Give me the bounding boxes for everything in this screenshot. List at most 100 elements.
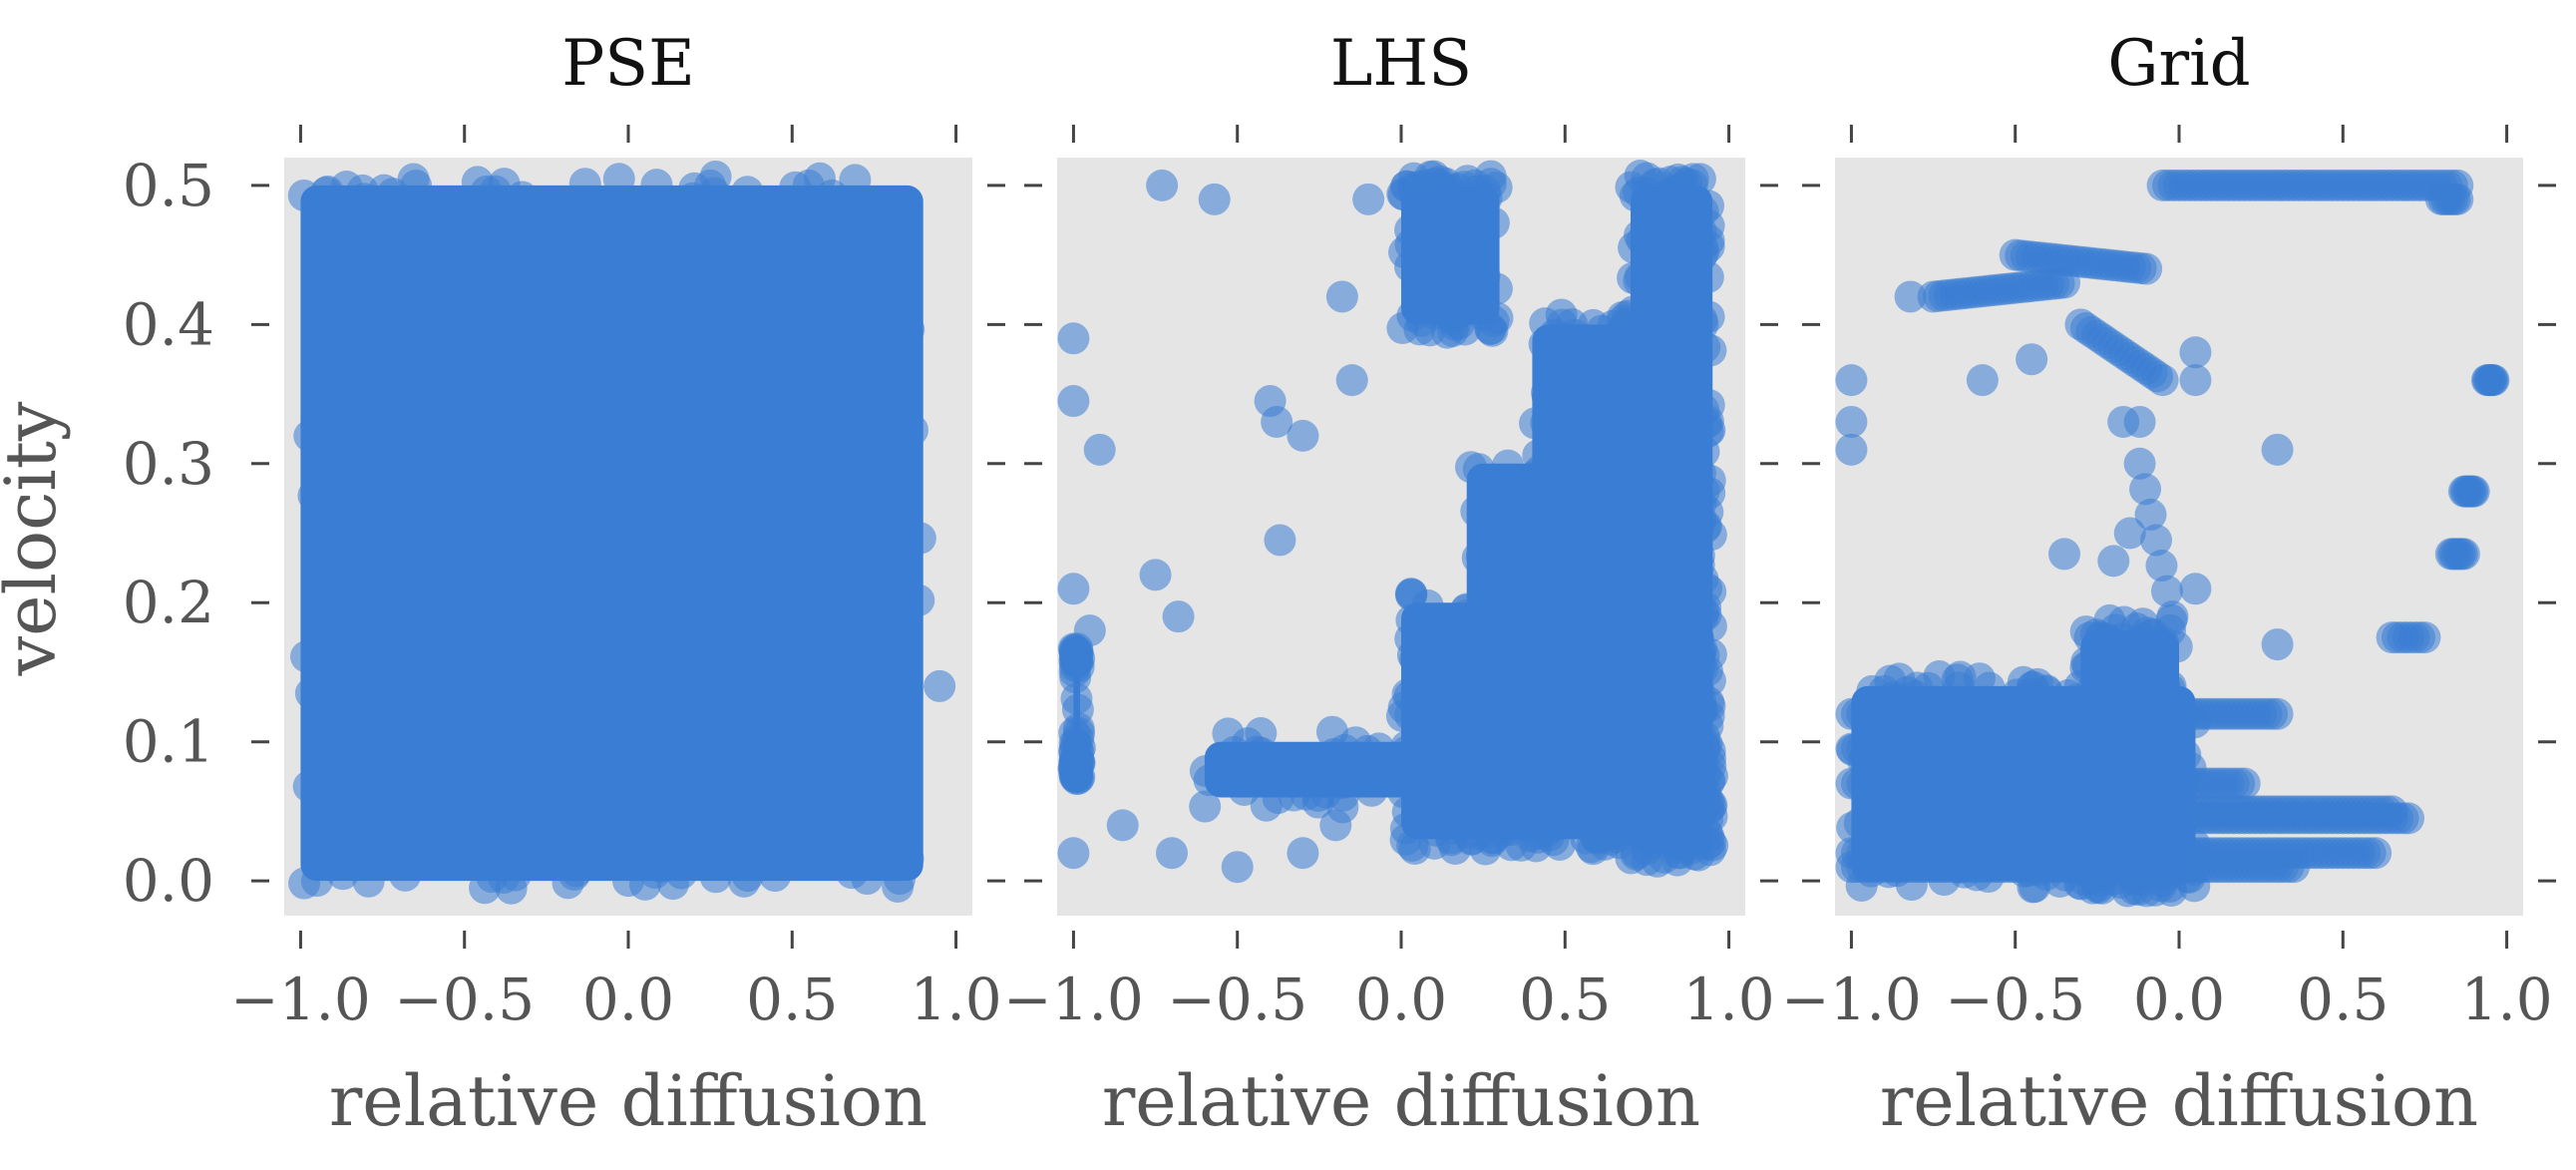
cluster-point — [1567, 545, 1600, 578]
y-axis-label: velocity — [0, 401, 72, 676]
edge-point — [731, 860, 764, 893]
cluster-point — [735, 825, 768, 858]
cluster-point — [2133, 652, 2166, 685]
cluster-point — [1668, 308, 1701, 341]
cluster-point — [779, 617, 812, 650]
cluster-point — [851, 346, 884, 379]
cluster-point — [639, 716, 672, 749]
cluster-point — [300, 278, 333, 311]
cluster-point — [1294, 751, 1327, 784]
edge-point — [2079, 618, 2112, 651]
cluster-point — [634, 253, 667, 286]
cluster-point — [606, 290, 639, 323]
cluster-point — [893, 313, 925, 346]
outlier-point — [842, 837, 874, 870]
cluster-point — [332, 833, 365, 866]
streak-point — [2123, 447, 2156, 480]
cluster-point — [454, 770, 487, 803]
cluster-point — [1624, 260, 1656, 293]
y-tick-label: 0.3 — [123, 430, 214, 498]
cluster-point — [1621, 751, 1654, 784]
cluster-point — [827, 277, 860, 310]
streak-point — [2150, 575, 2183, 607]
cluster-point — [767, 571, 800, 603]
cluster-point — [506, 602, 539, 635]
cluster-point — [505, 195, 538, 228]
x-axis-label: relative diffusion — [1880, 1060, 2478, 1142]
cluster-point — [311, 584, 344, 616]
cluster-point — [1668, 593, 1701, 626]
streak-point — [2163, 732, 2195, 765]
cluster-point — [816, 521, 849, 554]
outlier-point — [1287, 837, 1319, 870]
cluster-point — [1531, 763, 1564, 796]
cluster-point — [845, 808, 878, 841]
cluster-point — [379, 805, 412, 838]
cluster-point — [463, 500, 496, 533]
cluster-point — [543, 601, 575, 634]
outlier-point — [2113, 517, 2146, 550]
cluster-point — [856, 258, 889, 291]
cluster-point — [1658, 711, 1691, 744]
x-tick-label: 0.5 — [2297, 966, 2389, 1033]
edge-point — [1944, 660, 1977, 693]
edge-point — [1189, 790, 1222, 823]
x-axis-label: relative diffusion — [1102, 1060, 1700, 1142]
cluster-point — [786, 528, 819, 561]
cluster-point — [464, 292, 497, 325]
cluster-point — [1691, 405, 1724, 438]
cluster-point — [1454, 705, 1487, 738]
cluster-point — [2070, 645, 2103, 678]
outlier-point — [2107, 405, 2140, 438]
edge-point — [1575, 831, 1608, 864]
outlier-point — [2261, 433, 2294, 466]
x-tick-label: −1.0 — [1003, 966, 1144, 1033]
cluster-point — [585, 227, 618, 260]
outlier-point — [1198, 183, 1231, 215]
cluster-point — [1691, 260, 1724, 293]
cluster-point — [699, 861, 732, 894]
cluster-point — [731, 176, 764, 208]
cluster-point — [533, 212, 565, 245]
cluster-point — [775, 324, 808, 357]
cluster-point — [755, 259, 788, 292]
streak-point — [2392, 802, 2424, 835]
outlier-point — [1146, 169, 1179, 201]
cluster-point — [428, 326, 461, 359]
cluster-point — [1409, 794, 1442, 827]
cluster-point — [1663, 251, 1696, 284]
cluster-point — [1618, 333, 1651, 366]
outlier-point — [1261, 405, 1293, 438]
outlier-point — [1319, 809, 1352, 842]
cluster-point — [1429, 688, 1462, 721]
outlier-point — [1073, 614, 1106, 647]
edge-point — [330, 170, 363, 202]
cluster-point — [1692, 209, 1725, 242]
cluster-point — [1061, 693, 1094, 726]
cluster-point — [545, 713, 577, 746]
cluster-point — [1471, 630, 1504, 663]
edge-point — [1577, 795, 1610, 828]
cluster-point — [437, 624, 470, 657]
cluster-point — [1615, 545, 1648, 578]
y-tick-label: 0.5 — [123, 152, 214, 219]
cluster-point — [581, 521, 614, 554]
cluster-point — [1677, 336, 1710, 369]
streak-point — [2477, 364, 2510, 397]
edge-point — [1245, 717, 1278, 750]
outlier-point — [612, 865, 644, 898]
cluster-point — [579, 415, 612, 448]
cluster-point — [486, 267, 519, 300]
edge-point — [851, 863, 884, 896]
cluster-point — [690, 681, 723, 714]
cluster-point — [782, 642, 815, 675]
edge-point — [839, 164, 872, 196]
cluster-point — [1468, 763, 1501, 796]
edge-point — [1973, 671, 2006, 704]
cluster-point — [657, 429, 690, 462]
cluster-point — [738, 202, 771, 235]
edge-point — [1061, 748, 1094, 781]
cluster-point — [1522, 439, 1555, 472]
cluster-point — [317, 374, 350, 407]
cluster-point — [1657, 667, 1690, 700]
